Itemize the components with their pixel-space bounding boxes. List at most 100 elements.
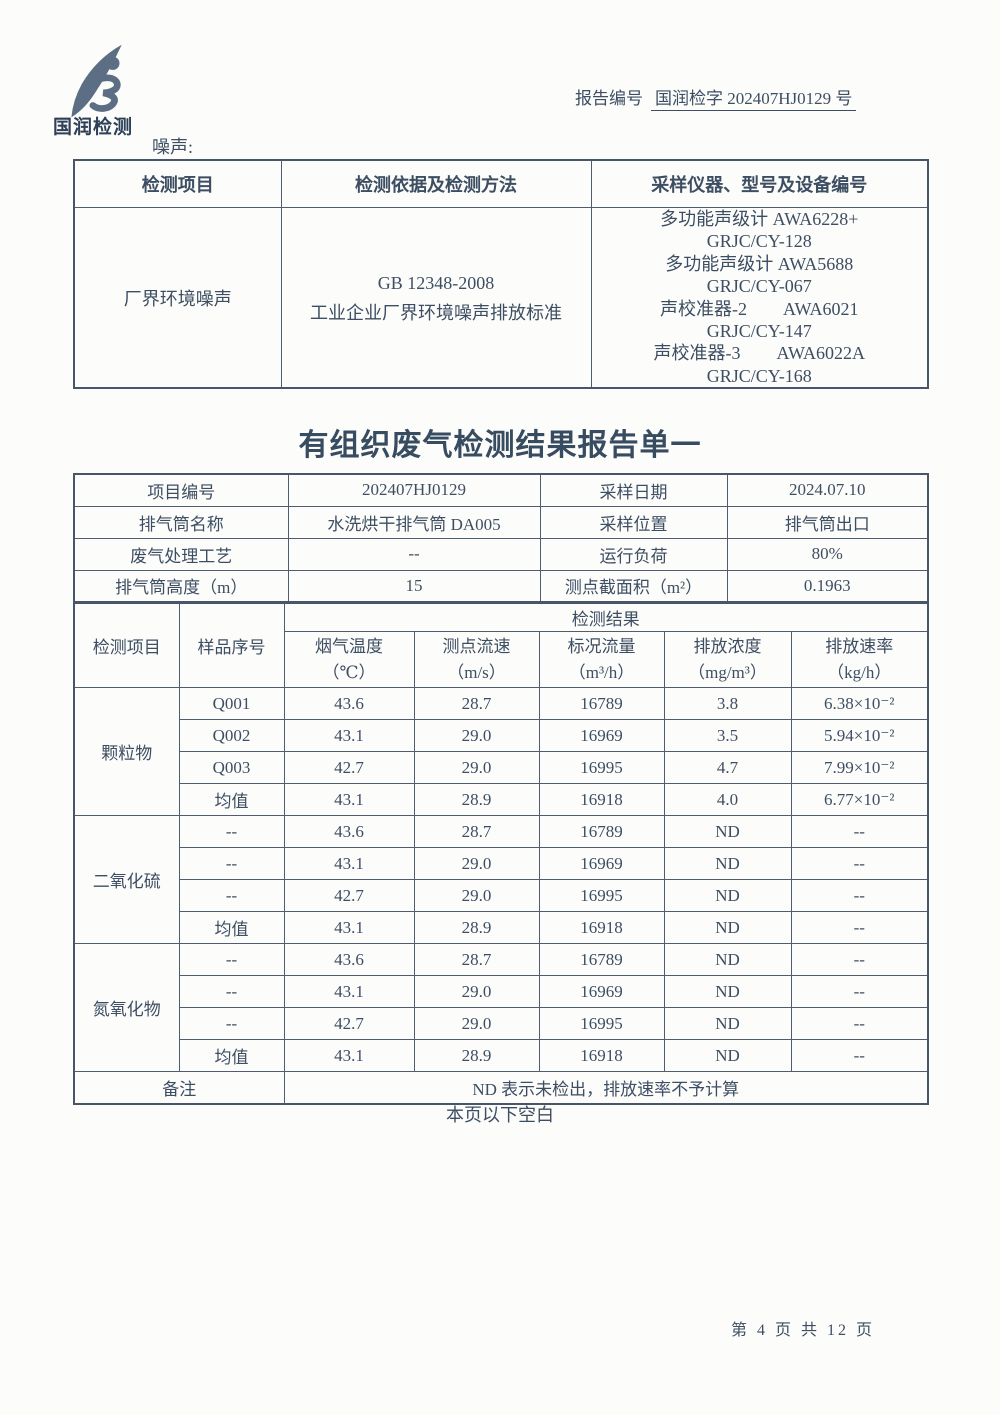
cell-flow: 16789 bbox=[538, 943, 665, 977]
header-name: 烟气温度 bbox=[315, 636, 383, 656]
cell-temp: 43.6 bbox=[283, 687, 415, 721]
result-row: 二氧化硫 -- 43.6 28.7 16789 ND -- bbox=[73, 815, 929, 945]
cell-flow: 16969 bbox=[538, 719, 665, 753]
report-title: 有组织废气检测结果报告单一 bbox=[298, 429, 702, 462]
header-unit: （mg/m³） bbox=[688, 662, 767, 682]
noise-section-label: 噪声: bbox=[152, 137, 194, 157]
cell-temp: 42.7 bbox=[283, 1007, 415, 1041]
cell-speed: 28.9 bbox=[413, 783, 540, 817]
result-row: 氮氧化物 -- 43.6 28.7 16789 ND -- bbox=[73, 943, 929, 1073]
cell-speed: 29.0 bbox=[413, 719, 540, 753]
info-label: 采样位置 bbox=[539, 505, 728, 539]
info-value: 排气筒出口 bbox=[726, 505, 929, 539]
cell-flow: 16969 bbox=[538, 975, 665, 1009]
method-line: 工业企业厂界环境噪声排放标准 bbox=[310, 302, 562, 323]
cell-rate: -- bbox=[790, 815, 929, 849]
info-value: 0.1963 bbox=[726, 569, 929, 603]
info-label: 运行负荷 bbox=[539, 537, 728, 571]
result-row: -- 42.7 29.0 16995 ND -- bbox=[74, 1007, 929, 1041]
blank-page-note: 本页以下空白 bbox=[446, 1105, 554, 1125]
header-item: 检测项目 bbox=[73, 602, 180, 689]
cell-conc: ND bbox=[663, 943, 792, 977]
project-info-table: 项目编号 202407HJ0129 采样日期 2024.07.10 排气筒名称 … bbox=[73, 473, 929, 603]
noise-header-equipment: 采样仪器、型号及设备编号 bbox=[590, 159, 929, 208]
result-row: 均值 43.1 28.9 16918 ND -- bbox=[74, 1039, 929, 1073]
header-speed: 测点流速 （m/s） bbox=[413, 631, 540, 689]
header-unit: （m³/h） bbox=[568, 662, 635, 682]
header-sample: 样品序号 bbox=[178, 602, 285, 689]
cell-rate: -- bbox=[790, 943, 929, 977]
cell-sample: 均值 bbox=[178, 1039, 285, 1073]
header-unit: （m/s） bbox=[447, 662, 506, 682]
cell-sample: -- bbox=[178, 1007, 285, 1041]
equipment-line: GRJC/CY-147 bbox=[706, 321, 812, 342]
cell-speed: 28.7 bbox=[413, 943, 540, 977]
report-number-label: 报告编号 bbox=[575, 89, 643, 108]
result-row: -- 43.1 29.0 16969 ND -- bbox=[74, 847, 929, 881]
info-label: 测点截面积（m²） bbox=[539, 569, 728, 603]
cell-temp: 42.7 bbox=[283, 751, 415, 785]
noise-method-table: 检测项目 检测依据及检测方法 采样仪器、型号及设备编号 厂界环境噪声 GB 12… bbox=[73, 159, 929, 390]
equipment-line: 声校准器-3 AWA6022A bbox=[653, 343, 866, 364]
cell-rate: -- bbox=[790, 847, 929, 881]
result-row: Q003 42.7 29.0 16995 4.7 7.99×10⁻² bbox=[74, 751, 929, 785]
cell-rate: 7.99×10⁻² bbox=[790, 751, 929, 785]
cell-conc: ND bbox=[663, 1039, 792, 1073]
info-label: 项目编号 bbox=[73, 473, 289, 507]
cell-speed: 29.0 bbox=[413, 879, 540, 913]
logo-text: 国润检测 bbox=[53, 117, 134, 138]
cell-rate: -- bbox=[790, 911, 929, 945]
header-unit: （℃） bbox=[322, 662, 376, 682]
header-rate: 排放速率 （kg/h） bbox=[790, 631, 929, 689]
cell-rate: 6.77×10⁻² bbox=[790, 783, 929, 817]
header-temp: 烟气温度 （℃） bbox=[283, 631, 415, 689]
cell-sample: 均值 bbox=[178, 783, 285, 817]
cell-flow: 16789 bbox=[538, 687, 665, 721]
cell-conc: 4.0 bbox=[663, 783, 792, 817]
cell-flow: 16918 bbox=[538, 1039, 665, 1073]
cell-temp: 43.1 bbox=[283, 719, 415, 753]
cell-flow: 16918 bbox=[538, 911, 665, 945]
cell-conc: 4.7 bbox=[663, 751, 792, 785]
header-name: 标况流量 bbox=[567, 636, 636, 656]
cell-rate: -- bbox=[790, 879, 929, 913]
noise-item-cell: 厂界环境噪声 bbox=[73, 207, 282, 389]
info-value: 2024.07.10 bbox=[726, 473, 929, 507]
info-label: 采样日期 bbox=[539, 473, 728, 507]
info-row: 排气筒名称 水洗烘干排气筒 DA005 采样位置 排气筒出口 bbox=[73, 505, 929, 539]
method-line: GB 12348-2008 bbox=[377, 272, 495, 293]
cell-rate: -- bbox=[790, 1039, 929, 1073]
info-label: 排气筒高度（m） bbox=[73, 569, 289, 603]
header-name: 测点流速 bbox=[442, 636, 511, 656]
cell-sample: Q002 bbox=[178, 719, 285, 753]
cell-sample: -- bbox=[178, 847, 285, 881]
info-row: 废气处理工艺 -- 运行负荷 80% bbox=[73, 537, 929, 571]
result-row: 均值 43.1 28.9 16918 ND -- bbox=[74, 911, 929, 945]
info-label: 排气筒名称 bbox=[73, 505, 289, 539]
remark-text: ND 表示未检出，排放速率不予计算 bbox=[283, 1071, 929, 1105]
cell-sample: -- bbox=[178, 879, 285, 913]
cell-flow: 16995 bbox=[538, 879, 665, 913]
noise-table-header-row: 检测项目 检测依据及检测方法 采样仪器、型号及设备编号 bbox=[73, 159, 929, 208]
equipment-line: GRJC/CY-128 bbox=[706, 231, 812, 252]
cell-speed: 28.7 bbox=[413, 815, 540, 849]
equipment-line: GRJC/CY-168 bbox=[706, 365, 812, 386]
section-item-cell: 二氧化硫 bbox=[73, 815, 180, 945]
info-row: 项目编号 202407HJ0129 采样日期 2024.07.10 bbox=[73, 473, 929, 507]
cell-sample: Q001 bbox=[178, 687, 285, 721]
cell-temp: 43.6 bbox=[283, 943, 415, 977]
info-value: 202407HJ0129 bbox=[287, 473, 541, 507]
result-row: Q002 43.1 29.0 16969 3.5 5.94×10⁻² bbox=[74, 719, 929, 753]
cell-sample: Q003 bbox=[178, 751, 285, 785]
cell-rate: -- bbox=[790, 975, 929, 1009]
cell-speed: 28.9 bbox=[413, 911, 540, 945]
noise-table-data-row: 厂界环境噪声 GB 12348-2008 工业企业厂界环境噪声排放标准 多功能声… bbox=[73, 207, 929, 389]
cell-speed: 29.0 bbox=[413, 1007, 540, 1041]
equipment-line: GRJC/CY-067 bbox=[706, 276, 812, 297]
cell-rate: 5.94×10⁻² bbox=[790, 719, 929, 753]
info-value: 80% bbox=[726, 537, 929, 571]
cell-temp: 43.1 bbox=[283, 783, 415, 817]
cell-speed: 29.0 bbox=[413, 847, 540, 881]
cell-conc: ND bbox=[663, 879, 792, 913]
header-result-span: 检测结果 bbox=[283, 602, 929, 633]
